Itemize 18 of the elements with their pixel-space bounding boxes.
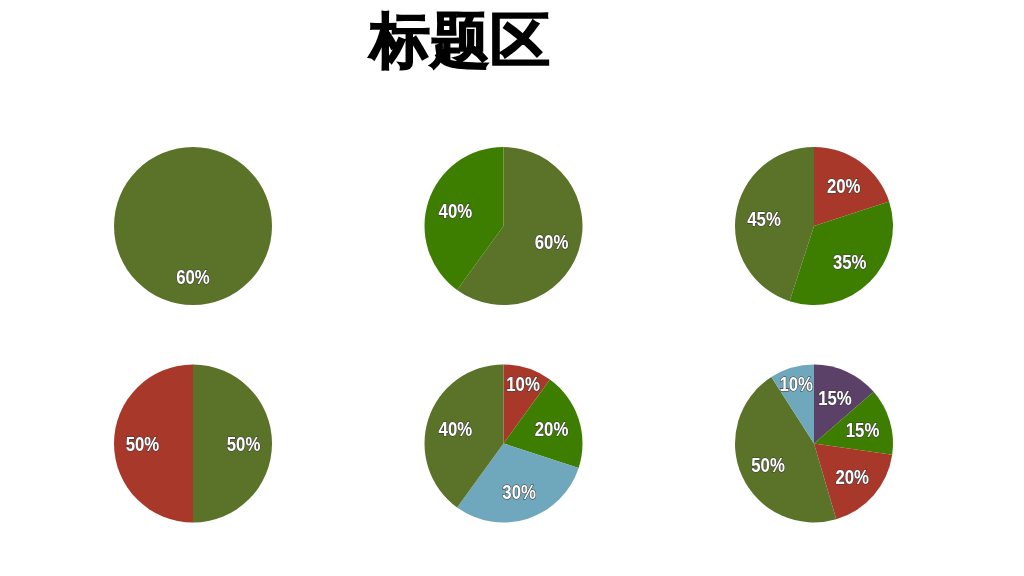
data-label: 50% (125, 431, 160, 456)
data-label: 20% (835, 465, 870, 489)
data-label: 60% (534, 230, 569, 254)
data-label: 15% (818, 385, 852, 410)
data-label: 50% (751, 452, 785, 477)
data-label: 20% (534, 416, 569, 440)
data-label: 35% (832, 250, 867, 274)
data-label: 10% (506, 371, 540, 395)
data-label: 10% (779, 371, 814, 395)
data-label: 40% (438, 198, 473, 222)
data-label: 40% (438, 416, 473, 440)
title: 标题区 (370, 5, 550, 75)
data-label: 45% (747, 206, 781, 230)
data-label: 50% (226, 431, 261, 456)
data-label: 15% (845, 417, 880, 441)
data-label: 20% (826, 173, 861, 197)
data-label: 60% (176, 264, 210, 289)
data-label: 30% (502, 479, 537, 504)
